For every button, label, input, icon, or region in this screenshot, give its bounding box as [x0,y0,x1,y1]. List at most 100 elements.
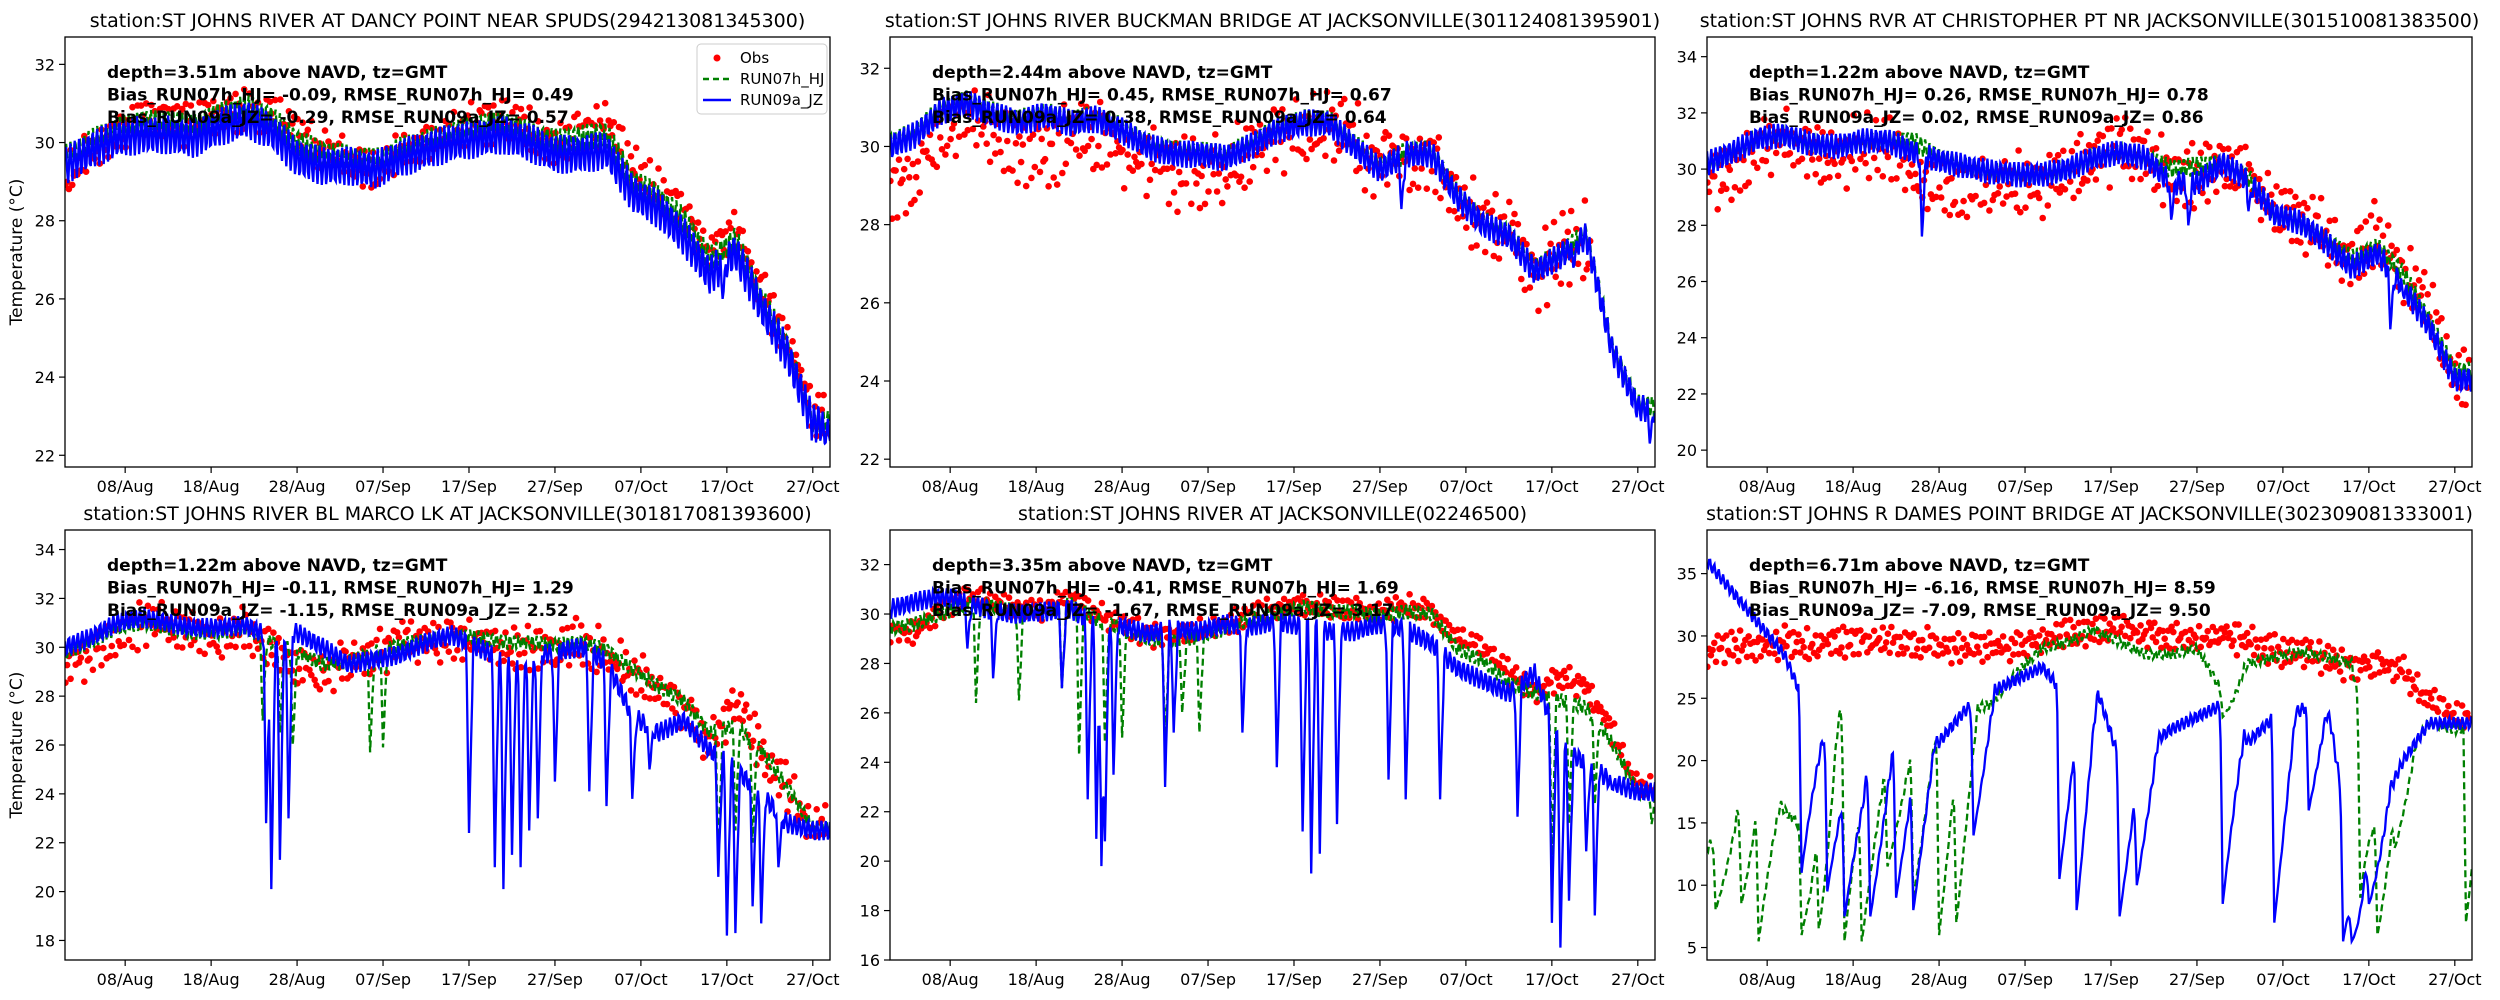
obs-point [2391,661,2399,668]
obs-point [2433,309,2440,316]
obs-point [1165,200,1173,208]
obs-point [1766,649,1773,657]
y-tick-label: 32 [35,55,55,74]
obs-point [459,656,466,663]
obs-point [1814,124,1821,131]
obs-point [1004,137,1011,145]
obs-point [1917,654,1924,661]
stats-annotation-line: Bias_RUN09a_JZ= -7.09, RMSE_RUN09a_JZ= 9… [1749,601,2211,621]
obs-point [2237,145,2244,152]
obs-point [2371,197,2378,205]
obs-point [1992,648,2000,656]
obs-point [2302,251,2309,258]
obs-point [1972,192,1979,200]
obs-point [947,135,954,143]
obs-point [1000,591,1008,598]
y-tick-label: 30 [860,137,880,156]
run09a-jz-line [1707,123,2472,394]
obs-point [1950,635,1957,643]
obs-point [1805,655,1813,663]
obs-point [1174,208,1181,216]
obs-point [2118,126,2125,133]
obs-point [1574,260,1582,268]
stats-annotation-line: Bias_RUN07h_HJ= -0.09, RMSE_RUN07h_HJ= 0… [107,86,574,106]
run09a-jz-line [890,90,1655,444]
x-tick-label: 17/Oct [700,970,753,989]
obs-point [1526,284,1534,291]
obs-point [196,647,203,655]
obs-point [1461,184,1468,191]
obs-point [526,104,533,111]
obs-point [992,150,999,157]
obs-point [1175,168,1183,176]
obs-point [1786,150,1794,157]
obs-point [2309,658,2316,665]
obs-point [983,140,990,147]
x-tick-label: 07/Oct [1439,970,1492,989]
obs-point [2183,148,2191,155]
obs-point [933,163,941,171]
obs-point [1218,199,1226,207]
x-tick-label: 28/Aug [1911,477,1968,496]
obs-point [2242,143,2249,151]
obs-point [1790,628,1797,636]
obs-point [1888,176,1895,183]
run09a-jz-line [1707,558,2472,946]
obs-point [2127,634,2134,642]
obs-point [1774,656,1782,664]
obs-point [502,629,509,636]
x-tick-label: 07/Sep [355,477,411,496]
obs-point [165,105,172,113]
obs-point [173,643,181,650]
obs-point [677,190,685,198]
obs-point [1488,207,1496,215]
obs-point [1433,145,1441,152]
obs-point [2307,639,2315,646]
obs-point [1956,658,1964,665]
y-tick-label: 32 [1677,104,1697,123]
obs-point [1256,121,1264,128]
obs-point [1925,644,1933,651]
obs-point [1846,641,1854,649]
obs-point [1212,131,1219,138]
obs-point [739,717,747,725]
obs-point [1573,692,1580,700]
obs-point [2400,653,2407,661]
obs-point [751,710,759,718]
obs-point [2011,190,2019,197]
obs-point [485,104,492,111]
obs-point [2159,627,2167,635]
obs-point [1120,185,1128,192]
obs-point [2460,346,2468,354]
y-tick-label: 30 [860,605,880,624]
obs-point [330,687,337,695]
obs-point [112,651,119,659]
axes-frame [64,36,831,468]
stats-annotation-line: Bias_RUN09a_JZ= 0.02, RMSE_RUN09a_JZ= 0.… [1749,108,2204,128]
obs-point [789,338,796,345]
obs-point [1951,198,1959,206]
obs-point [1323,88,1331,96]
obs-point [2035,194,2043,202]
obs-point [784,323,791,331]
obs-point [2128,175,2136,183]
obs-point [464,112,472,119]
obs-point [1984,653,1991,661]
obs-point [1299,591,1307,599]
obs-point [577,622,585,629]
x-tick-label: 27/Sep [2169,970,2225,989]
obs-point [2281,187,2289,195]
obs-point [1303,155,1310,163]
obs-point [2147,624,2155,632]
obs-point [232,643,239,651]
obs-point [2438,315,2445,322]
obs-point [2094,137,2101,144]
stats-annotation-line: Bias_RUN07h_HJ= 0.45, RMSE_RUN07h_HJ= 0.… [932,86,1392,106]
obs-point [423,123,430,131]
obs-point [1337,100,1345,108]
obs-point [742,701,750,708]
legend-marker-obs [713,54,721,62]
obs-point [2357,224,2364,231]
obs-point [2280,635,2287,643]
obs-point [498,96,506,104]
